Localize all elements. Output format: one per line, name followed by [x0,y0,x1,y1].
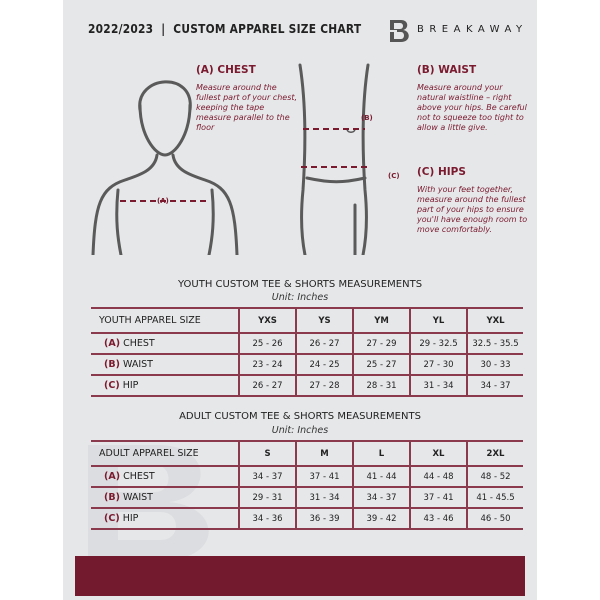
cell: 37 - 41 [409,486,467,509]
waist-heading: (B) WAIST [417,64,477,76]
cell: 26 - 27 [238,374,296,397]
cell: 32.5 - 35.5 [466,332,523,355]
table-header-row: YOUTH APPAREL SIZE YXS YS YM YL YXL [91,307,523,334]
row-marker: (A) [104,471,121,482]
header-cell: YM [352,307,410,334]
cell: 30 - 33 [466,353,523,376]
header-cell: M [295,440,353,467]
cell: 28 - 31 [352,374,410,397]
cell: 23 - 24 [238,353,296,376]
cell: 37 - 41 [295,465,353,488]
cell: 31 - 34 [295,486,353,509]
cell: 34 - 37 [238,465,296,488]
hips-heading: (C) HIPS [417,166,466,178]
adult-size-table: ADULT APPAREL SIZE S M L XL 2XL (A) CHES… [91,440,523,530]
row-label: (C) HIP [91,374,239,397]
cell: 39 - 42 [352,507,410,530]
row-label: (B) WAIST [91,486,239,509]
table-row: (A) CHEST 34 - 37 37 - 41 41 - 44 44 - 48 48 … [91,465,523,488]
chest-marker: (A) [157,197,169,205]
row-marker: (C) [104,513,120,524]
waist-marker: (B) [361,114,373,122]
row-label: (C) HIP [91,507,239,530]
cell: 24 - 25 [295,353,353,376]
table-row: (B) WAIST 23 - 24 24 - 25 25 - 27 27 - 30 30 … [91,353,523,376]
row-label-text: CHEST [123,338,155,349]
adult-unit: Unit: Inches [271,425,329,436]
table-row: (C) HIP 26 - 27 27 - 28 28 - 31 31 - 34 34 - … [91,374,523,397]
cell: 29 - 32.5 [409,332,467,355]
row-label-text: WAIST [122,492,153,503]
header-cell: YL [409,307,467,334]
table-header-row: ADULT APPAREL SIZE S M L XL 2XL [91,440,523,467]
table-row: (B) WAIST 29 - 31 31 - 34 34 - 37 37 - 41 41 … [91,486,523,509]
row-label-text: WAIST [122,359,153,370]
row-marker: (A) [104,338,121,349]
row-label-text: CHEST [123,471,155,482]
row-marker: (B) [104,492,120,503]
cell: 31 - 34 [409,374,467,397]
footer-bar [75,556,525,596]
body-illustration [91,63,370,255]
header-cell: S [238,440,296,467]
waist-description: Measure around your natural waistline – … [417,83,527,132]
row-label-text: HIP [122,380,139,391]
cell: 44 - 48 [409,465,467,488]
header-cell: L [352,440,410,467]
header-cell: YOUTH APPAREL SIZE [91,307,239,334]
cell: 27 - 30 [409,353,467,376]
cell: 46 - 50 [466,507,523,530]
hips-marker: (C) [388,172,400,180]
chest-description: Measure around the fullest part of your … [196,83,298,132]
youth-unit: Unit: Inches [271,292,329,303]
chest-heading: (A) CHEST [196,64,256,76]
page-title: 2022/2023 | CUSTOM APPAREL SIZE CHART [88,21,362,36]
cell: 27 - 29 [352,332,410,355]
row-marker: (C) [104,380,120,391]
header-cell: 2XL [466,440,523,467]
cell: 41 - 45.5 [466,486,523,509]
brand-name: BREAKAWAY [417,24,528,35]
breakaway-logo-icon [385,20,409,42]
table-row: (C) HIP 34 - 36 36 - 39 39 - 42 43 - 46 46 - … [91,507,523,530]
adult-section-title: ADULT CUSTOM TEE & SHORTS MEASUREMENTS [179,411,421,422]
hips-description: With your feet together, measure around … [417,185,528,234]
cell: 34 - 37 [466,374,523,397]
cell: 34 - 37 [352,486,410,509]
cell: 29 - 31 [238,486,296,509]
cell: 25 - 27 [352,353,410,376]
cell: 25 - 26 [238,332,296,355]
cell: 34 - 36 [238,507,296,530]
row-label-text: HIP [122,513,139,524]
cell: 26 - 27 [295,332,353,355]
row-label: (A) CHEST [91,332,239,355]
table-row: (A) CHEST 25 - 26 26 - 27 27 - 29 29 - 32.5 3… [91,332,523,355]
header-cell: XL [409,440,467,467]
youth-size-table: YOUTH APPAREL SIZE YXS YS YM YL YXL (A) … [91,307,523,397]
header-cell: YXL [466,307,523,334]
header-cell: ADULT APPAREL SIZE [91,440,239,467]
row-marker: (B) [104,359,120,370]
cell: 41 - 44 [352,465,410,488]
cell: 27 - 28 [295,374,353,397]
cell: 43 - 46 [409,507,467,530]
header-cell: YS [295,307,353,334]
row-label: (B) WAIST [91,353,239,376]
row-label: (A) CHEST [91,465,239,488]
cell: 48 - 52 [466,465,523,488]
header-cell: YXS [238,307,296,334]
cell: 36 - 39 [295,507,353,530]
youth-section-title: YOUTH CUSTOM TEE & SHORTS MEASUREMENTS [177,279,423,290]
